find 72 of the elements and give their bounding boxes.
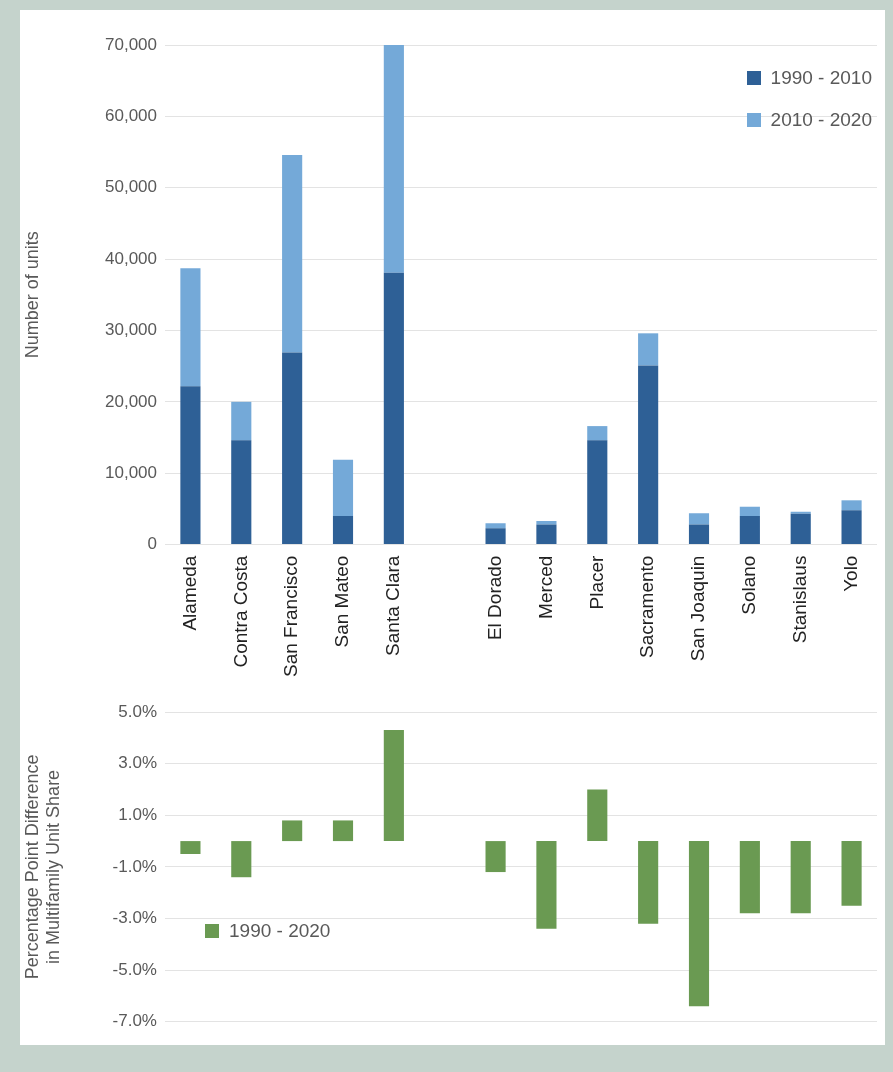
bar [485,841,506,873]
bar [638,365,659,545]
bar [841,510,862,545]
y-tick-label: 10,000 [105,462,157,482]
y-tick-label: 3.0% [118,753,157,773]
bar [841,841,862,906]
bar [485,528,506,545]
x-tick-label: San Francisco [280,555,302,678]
y-tick-label: 20,000 [105,391,157,411]
bar [485,523,506,529]
bar [739,516,760,545]
bar [536,841,557,929]
x-tick-label: San Mateo [331,555,353,648]
x-tick-label: Santa Clara [382,555,404,656]
x-tick-label: Sacramento [636,555,658,659]
x-tick-label: Solano [738,555,760,615]
bar [790,513,811,545]
bar [688,841,710,1007]
bar [231,440,252,545]
bar [739,506,760,517]
x-tick-label: Yolo [839,555,861,592]
bar [332,820,354,842]
legend-label: 1990 - 2010 [770,67,872,89]
y-tick-label: 60,000 [105,106,157,126]
bar [587,426,608,441]
bar [332,516,354,545]
y-tick-label: 50,000 [105,177,157,197]
y-axis-title: Percentage Point Difference in Multifamily Unit Share [21,754,64,980]
bar [231,841,252,878]
bar [231,401,252,441]
bar [180,841,201,854]
y-tick-label: 5.0% [118,701,157,721]
y-tick-label: 0 [147,534,157,554]
x-tick-label: San Joaquin [687,555,709,662]
bar [282,154,303,353]
bar [790,511,811,514]
y-tick-label: -3.0% [112,908,157,928]
bar [332,459,354,517]
y-tick-label: 40,000 [105,248,157,268]
bar [536,521,557,525]
y-tick-label: 30,000 [105,320,157,340]
bar [282,820,303,842]
legend-label: 2010 - 2020 [770,109,872,131]
x-tick-label: Merced [534,555,556,619]
y-tick-label: 1.0% [118,804,157,824]
bar [638,841,659,924]
bar [688,524,710,545]
y-tick-label: -7.0% [112,1011,157,1031]
bar [790,841,811,914]
bar [739,841,760,914]
bar [587,440,608,545]
bar [383,272,404,545]
bar [282,352,303,545]
x-tick-label: Contra Costa [229,555,251,668]
y-axis-title: Number of units [21,231,42,359]
bar [536,524,557,545]
y-tick-label: -5.0% [112,959,157,979]
bar [180,268,201,387]
x-tick-label: Placer [585,554,607,610]
y-tick-label: 70,000 [105,34,157,54]
x-tick-label: Alameda [178,555,200,631]
legend-label: 1990 - 2020 [229,919,331,942]
bar [587,789,608,842]
bar [383,45,404,273]
y-tick-label: -1.0% [112,856,157,876]
bar [383,730,404,842]
x-tick-label: Stanislaus [788,555,810,644]
bar [841,500,862,511]
bar [180,386,201,545]
x-tick-label: El Dorado [483,555,505,641]
bar [688,513,710,525]
bar [638,333,659,366]
